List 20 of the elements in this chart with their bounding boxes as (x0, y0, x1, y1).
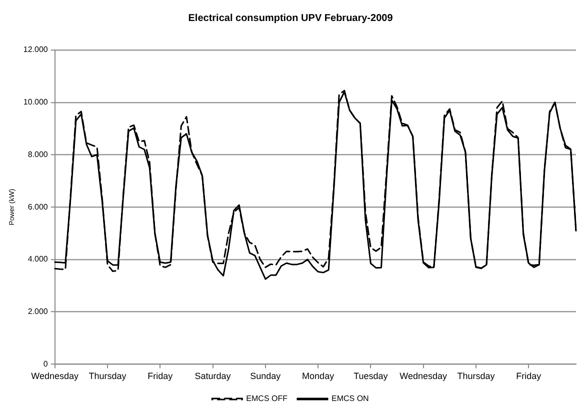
x-tick-label: Wednesday (400, 371, 448, 382)
x-tick-label: Saturday (194, 371, 232, 382)
x-tick-label: Wednesday (31, 371, 80, 382)
x-tick-label: Thursday (457, 371, 496, 382)
legend-label: EMCS ON (332, 394, 370, 404)
x-tick-label: Sunday (250, 371, 282, 382)
legend-label: EMCS OFF (246, 394, 288, 404)
x-tick-label: Tuesday (354, 371, 388, 382)
x-tick-label: Friday (148, 371, 174, 382)
x-tick-label: Thursday (88, 371, 127, 382)
y-tick-label: 8.000 (28, 150, 48, 159)
x-tick-label: Monday (302, 371, 335, 382)
y-tick-label: 4.000 (28, 254, 48, 264)
y-tick-label: 2.000 (28, 307, 48, 316)
y-tick-label: 10.000 (23, 98, 48, 107)
y-tick-label: 6.000 (28, 202, 48, 212)
chart-title: Electrical consumption UPV February-2009 (188, 12, 394, 24)
x-tick-label: Friday (516, 371, 542, 382)
y-tick-label: 0 (43, 359, 48, 368)
y-tick-label: 12.000 (23, 45, 48, 54)
